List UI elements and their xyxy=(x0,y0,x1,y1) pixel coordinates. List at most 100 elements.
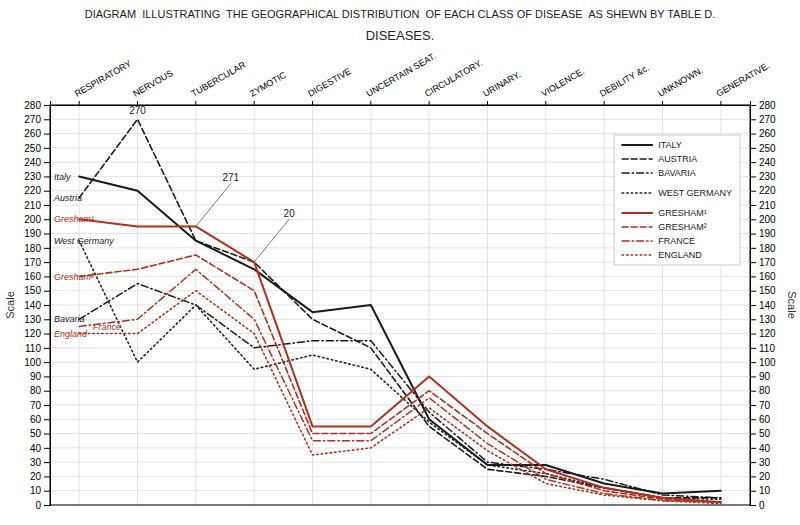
grid-line-y xyxy=(50,433,750,434)
y2-tick-label: 270 xyxy=(759,114,776,125)
grid-line-y xyxy=(50,447,750,448)
x-tick-label: DEBILITY &c. xyxy=(598,62,651,98)
y-tick-label: 170 xyxy=(24,257,41,268)
y2-tick: 130 xyxy=(750,314,776,325)
grid-line-y xyxy=(50,405,750,406)
grid-line-y xyxy=(50,462,750,463)
y-tick-label: 160 xyxy=(24,271,41,282)
legend-label: ENGLAND xyxy=(658,250,702,260)
legend-box xyxy=(614,135,740,265)
x-tick-label: TUBERCULAR xyxy=(190,59,248,98)
x-tick-mark xyxy=(545,101,546,105)
y-tick-mark xyxy=(44,191,50,192)
x-tick: CIRCULATORY. xyxy=(423,58,484,105)
y-tick-label: 50 xyxy=(30,428,42,439)
y2-tick-mark xyxy=(750,448,756,449)
line-label: West Germany xyxy=(54,236,114,246)
y2-tick: 140 xyxy=(750,300,776,311)
line-label: Austria xyxy=(53,193,82,203)
legend: ITALYAUSTRIABAVARIAWEST GERMANYGRESHAM¹G… xyxy=(614,135,740,265)
series-line xyxy=(79,255,721,502)
y-tick-mark xyxy=(44,134,50,135)
y2-tick-mark xyxy=(750,348,756,349)
y2-tick: 280 xyxy=(750,100,776,111)
y-tick-mark xyxy=(44,319,50,320)
y2-tick-label: 70 xyxy=(759,400,771,411)
y-tick: 190 xyxy=(24,228,50,239)
legend-swatch xyxy=(622,192,652,194)
line-label: Gresham² xyxy=(54,272,95,282)
annotation-leader xyxy=(196,183,231,226)
y-tick: 170 xyxy=(24,257,50,268)
legend-swatch xyxy=(622,226,652,228)
y2-tick-label: 0 xyxy=(759,500,765,511)
y2-axis: 0102030405060708090100110120130140150160… xyxy=(750,100,776,511)
subtitle: DISEASES. xyxy=(366,28,435,43)
y-tick: 160 xyxy=(24,271,50,282)
y-tick-mark xyxy=(44,234,50,235)
grid-line-x xyxy=(604,105,605,505)
plot-frame xyxy=(50,105,750,505)
x-tick-mark xyxy=(79,101,80,105)
y2-axis-label: Scale xyxy=(786,291,798,319)
y-tick-label: 260 xyxy=(24,128,41,139)
x-tick: ZYMOTIC xyxy=(248,70,289,105)
y-tick-label: 200 xyxy=(24,214,41,225)
y2-tick: 50 xyxy=(750,428,771,439)
y2-tick-label: 190 xyxy=(759,228,776,239)
y2-tick: 220 xyxy=(750,185,776,196)
line-label: Italy xyxy=(54,172,71,182)
grid-line-y xyxy=(50,276,750,277)
grid-line-y xyxy=(50,333,750,334)
y2-tick-label: 60 xyxy=(759,414,771,425)
legend-item: FRANCE xyxy=(622,236,695,246)
x-tick: DIGESTIVE xyxy=(306,66,353,105)
y2-tick: 200 xyxy=(750,214,776,225)
legend-item: ENGLAND xyxy=(622,250,702,260)
line-label: Bavaria xyxy=(54,314,85,324)
y2-tick-mark xyxy=(750,319,756,320)
y2-tick: 40 xyxy=(750,443,771,454)
x-tick-label: RESPIRATORY xyxy=(73,58,133,98)
annotation: 270 xyxy=(129,105,146,116)
grid-line-y xyxy=(50,319,750,320)
y-tick-mark xyxy=(44,276,50,277)
x-tick: VIOLENCE. xyxy=(540,66,587,105)
y2-tick: 270 xyxy=(750,114,776,125)
legend-swatch xyxy=(622,172,652,174)
y2-tick-label: 170 xyxy=(759,257,776,268)
y-tick: 280 xyxy=(24,100,50,111)
legend-label: AUSTRIA xyxy=(658,154,697,164)
y-tick-mark xyxy=(44,376,50,377)
line-label: France xyxy=(93,322,121,332)
y-tick: 110 xyxy=(25,343,50,354)
legend-label: BAVARIA xyxy=(658,168,696,178)
y-tick: 60 xyxy=(30,414,50,425)
y2-tick-mark xyxy=(750,134,756,135)
y-tick-label: 240 xyxy=(24,157,41,168)
y-tick: 70 xyxy=(30,400,50,411)
x-axis: RESPIRATORYNERVOUSTUBERCULARZYMOTICDIGES… xyxy=(51,51,772,106)
y-tick-mark xyxy=(44,119,50,120)
grid-line-y xyxy=(50,390,750,391)
y2-tick-mark xyxy=(750,376,756,377)
legend-swatch xyxy=(622,158,652,160)
series-line xyxy=(79,241,721,500)
y2-tick: 60 xyxy=(750,414,771,425)
y-tick-mark xyxy=(44,419,50,420)
y-tick-label: 70 xyxy=(30,400,42,411)
grid-line-x xyxy=(487,105,488,505)
y-tick-label: 20 xyxy=(30,471,42,482)
y-tick: 130 xyxy=(24,314,50,325)
y2-tick: 110 xyxy=(750,343,775,354)
legend-swatch xyxy=(622,240,652,242)
y2-tick-label: 100 xyxy=(759,357,776,368)
line-label: England xyxy=(54,329,88,339)
x-tick-label: GENERATIVE. xyxy=(715,60,772,99)
y-tick-mark xyxy=(44,362,50,363)
y2-tick-mark xyxy=(750,491,756,492)
y-tick: 0 xyxy=(35,500,50,511)
y2-tick-mark xyxy=(750,334,756,335)
grid-line-x xyxy=(545,105,546,505)
y2-tick-label: 110 xyxy=(759,343,775,354)
